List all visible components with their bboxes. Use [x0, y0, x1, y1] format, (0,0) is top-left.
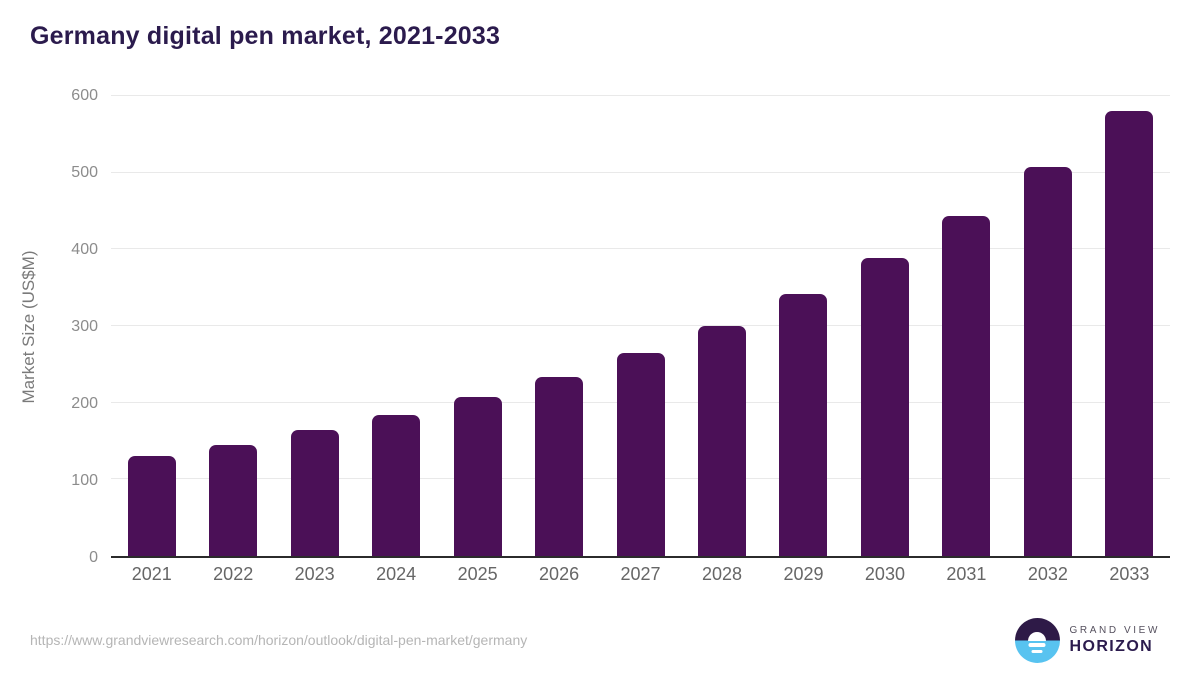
- bar-slot-2027: [600, 96, 681, 556]
- bar-2031[interactable]: [942, 216, 991, 556]
- page-title: Germany digital pen market, 2021-2033: [30, 22, 501, 50]
- x-tick-label-2023: 2023: [294, 564, 335, 584]
- bars-row: [111, 96, 1170, 556]
- x-tick-label-2024: 2024: [376, 564, 417, 584]
- x-tick-label-2021: 2021: [131, 564, 172, 584]
- x-tick-label-2032: 2032: [1027, 564, 1068, 584]
- x-tick-label-2033: 2033: [1109, 564, 1150, 584]
- x-tick-label-2029: 2029: [783, 564, 824, 584]
- bar-slot-2026: [518, 96, 599, 556]
- bar-2021[interactable]: [127, 456, 176, 556]
- bar-slot-2025: [437, 96, 518, 556]
- x-tick-label-2030: 2030: [864, 564, 905, 584]
- plot-area: [111, 95, 1170, 558]
- bar-2023[interactable]: [290, 430, 339, 556]
- y-axis-labels: 0 100 200 300 400 500 600: [0, 87, 98, 566]
- bar-2024[interactable]: [372, 414, 421, 556]
- brand-name-bottom: HORIZON: [1069, 638, 1154, 655]
- brand-text: GRAND VIEW HORIZON: [1070, 625, 1160, 656]
- bar-slot-2028: [681, 96, 762, 556]
- bar-2027[interactable]: [616, 352, 665, 556]
- x-tick-label-2022: 2022: [213, 564, 254, 584]
- y-tick-label-200: 200: [71, 395, 98, 413]
- bar-slot-2024: [355, 96, 436, 556]
- y-tick-label-400: 400: [71, 241, 98, 259]
- bar-slot-2021: [111, 96, 192, 556]
- bar-slot-2031: [926, 96, 1007, 556]
- logo-reflection-line-2: [1031, 649, 1043, 653]
- brand-name-top: GRAND VIEW: [1069, 625, 1160, 636]
- y-tick-label-600: 600: [71, 87, 98, 104]
- gridline-500: [111, 171, 1170, 173]
- gridline-400: [111, 248, 1170, 250]
- bar-2022[interactable]: [209, 444, 258, 556]
- bar-2032[interactable]: [1023, 167, 1072, 556]
- bar-2026[interactable]: [535, 376, 584, 556]
- bar-2033[interactable]: [1105, 110, 1154, 556]
- source-url: https://www.grandviewresearch.com/horizo…: [30, 632, 528, 648]
- y-tick-label-0: 0: [89, 549, 98, 566]
- x-tick-label-2025: 2025: [457, 564, 498, 584]
- bar-slot-2033: [1089, 96, 1170, 556]
- logo-sun-dome: [1028, 631, 1047, 641]
- bar-2028[interactable]: [698, 326, 747, 556]
- x-axis-labels: 2021 2022 2023 2024 2025 2026 2027 2028 2029 2030…: [111, 564, 1170, 585]
- y-tick-label-500: 500: [71, 164, 98, 181]
- bar-slot-2032: [1007, 96, 1088, 556]
- bar-slot-2029: [763, 96, 844, 556]
- gridline-600: [111, 95, 1170, 96]
- x-tick-label-2027: 2027: [620, 564, 661, 584]
- y-tick-label-100: 100: [71, 472, 98, 490]
- bar-slot-2030: [844, 96, 925, 556]
- y-tick-label-300: 300: [71, 318, 98, 335]
- x-tick-label-2028: 2028: [701, 564, 743, 584]
- brand-logo: GRAND VIEW HORIZON: [1014, 618, 1160, 663]
- bar-2025[interactable]: [453, 397, 502, 556]
- bar-slot-2022: [192, 96, 273, 556]
- bar-2029[interactable]: [779, 293, 828, 556]
- grand-view-horizon-logo-icon: [1014, 618, 1060, 663]
- x-tick-label-2026: 2026: [539, 564, 580, 584]
- gridline-300: [111, 325, 1170, 326]
- bar-2030[interactable]: [860, 257, 909, 556]
- x-tick-label-2031: 2031: [946, 564, 987, 584]
- bar-slot-2023: [274, 96, 355, 556]
- logo-reflection-line-1: [1028, 642, 1046, 647]
